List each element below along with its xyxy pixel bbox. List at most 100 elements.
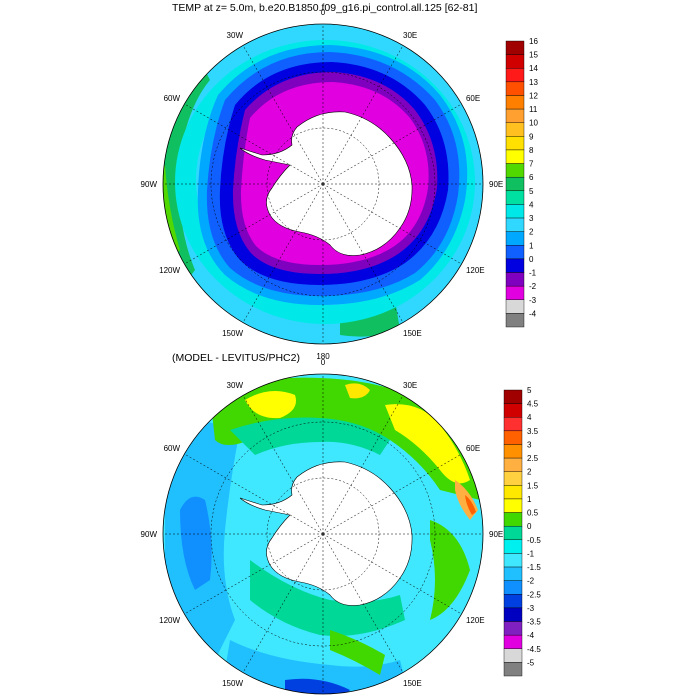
- colorbar-label: 2.5: [527, 454, 539, 463]
- colorbar-swatch: [503, 621, 523, 636]
- colorbar-label: -3.5: [527, 618, 541, 627]
- colorbar-swatch: [505, 54, 525, 69]
- colorbar-swatch: [505, 231, 525, 246]
- longitude-label: 150E: [403, 679, 422, 688]
- colorbar-label: 3.5: [527, 427, 539, 436]
- colorbar-label: -4: [529, 309, 537, 318]
- colorbar-label: 13: [529, 78, 538, 87]
- colorbar-swatch: [503, 566, 523, 581]
- colorbar-label: 15: [529, 51, 538, 60]
- longitude-label: 60E: [466, 444, 480, 453]
- colorbar-label: 4: [527, 413, 532, 422]
- colorbar-label: 0.5: [527, 509, 539, 518]
- colorbar-swatch: [503, 417, 523, 432]
- panel-2-title: (MODEL - LEVITUS/PHC2): [172, 352, 300, 364]
- colorbar-label: 4.5: [527, 400, 539, 409]
- colorbar-label: 6: [529, 173, 534, 182]
- colorbar-label: -1: [527, 549, 535, 558]
- colorbar-label: 0: [529, 255, 534, 264]
- meridian-line: [322, 183, 462, 265]
- colorbar-label: 9: [529, 132, 534, 141]
- antarctica-landmass: [239, 461, 413, 606]
- longitude-label: 120E: [466, 616, 485, 625]
- colorbar-label: 3: [529, 214, 534, 223]
- colorbar-swatch: [505, 258, 525, 273]
- longitude-label: 120W: [159, 616, 180, 625]
- colorbar-label: 1.5: [527, 481, 539, 490]
- ocean-neutral-south: [250, 560, 405, 636]
- colorbar-label: 11: [529, 105, 538, 114]
- colorbar-swatch: [503, 471, 523, 486]
- colorbar-swatch: [503, 389, 523, 404]
- longitude-label: 30E: [403, 381, 417, 390]
- meridians: [163, 374, 483, 694]
- longitude-label: 90W: [141, 180, 158, 189]
- colorbar-swatch: [505, 136, 525, 151]
- longitude-label: 30W: [227, 381, 244, 390]
- colorbar-swatch: [503, 525, 523, 541]
- colorbar-label: 8: [529, 146, 534, 155]
- colorbar-swatch: [503, 430, 523, 445]
- longitude-label: 30W: [227, 31, 244, 40]
- colorbar-swatch: [505, 68, 525, 83]
- colorbar-swatch: [503, 553, 523, 568]
- colorbar-label: -5: [527, 658, 535, 667]
- temperature-map: 0 30E 60E 90E 120E 150E 180 150W 120W 90W 60W 30W: [141, 8, 504, 361]
- warm-patch-0: [345, 383, 370, 399]
- colorbar-label: -2: [529, 282, 537, 291]
- ocean-warm-south: [330, 630, 385, 675]
- colorbar-swatch: [503, 634, 523, 649]
- colorbar-label: 7: [529, 160, 534, 169]
- meridian-line: [322, 453, 462, 535]
- colorbar-label: -4.5: [527, 645, 541, 654]
- meridian-line: [242, 533, 324, 673]
- meridian-line: [184, 533, 324, 615]
- longitude-label: 90E: [489, 180, 503, 189]
- longitude-label: 120W: [159, 266, 180, 275]
- colorbar-swatch: [503, 485, 523, 500]
- colorbar-swatch: [503, 607, 523, 622]
- colorbar-label: 1: [527, 495, 532, 504]
- colorbar-swatch: [503, 512, 523, 527]
- colorbar-swatch: [503, 444, 523, 459]
- colorbar-swatch: [503, 457, 523, 472]
- colorbar-swatch: [503, 580, 523, 595]
- meridian-line: [242, 45, 324, 185]
- colorbar-swatch: [503, 648, 523, 663]
- longitude-label: 150W: [222, 329, 243, 338]
- colorbar-label: 12: [529, 91, 538, 100]
- colorbar-swatch: [505, 204, 525, 219]
- longitude-label: 30E: [403, 31, 417, 40]
- longitude-label: 0: [321, 8, 326, 17]
- longitude-label: 150W: [222, 679, 243, 688]
- longitude-label: 60W: [164, 94, 181, 103]
- colorbar-label: 2: [529, 228, 534, 237]
- meridian-line: [242, 183, 324, 323]
- colorbar-swatch: [505, 95, 525, 110]
- meridian-line: [242, 395, 324, 535]
- panel-1-title: TEMP at z= 5.0m, b.e20.B1850.f09_g16.pi_…: [172, 2, 478, 14]
- meridian-line: [184, 103, 324, 185]
- longitude-label: 90E: [489, 530, 503, 539]
- longitude-label: 90W: [141, 530, 158, 539]
- colorbar-label: -1: [529, 269, 537, 278]
- colorbar-swatch: [505, 163, 525, 178]
- colorbar-swatch: [505, 245, 525, 260]
- longitude-label: 150E: [403, 329, 422, 338]
- map-boundary: [162, 23, 484, 345]
- colorbar-swatch: [505, 40, 525, 55]
- colorbar-label: -3: [529, 296, 537, 305]
- colorbar-swatch: [505, 176, 525, 192]
- colorbar-swatch: [505, 122, 525, 137]
- colorbar-swatch: [505, 108, 525, 123]
- colorbar-swatch: [503, 662, 523, 677]
- colorbar-label: -1.5: [527, 563, 541, 572]
- ocean-neutral-band: [230, 417, 390, 455]
- meridian-line: [184, 183, 324, 265]
- meridian-line: [322, 45, 404, 185]
- meridian-line: [184, 453, 324, 535]
- warm-patch-30w: [245, 391, 296, 419]
